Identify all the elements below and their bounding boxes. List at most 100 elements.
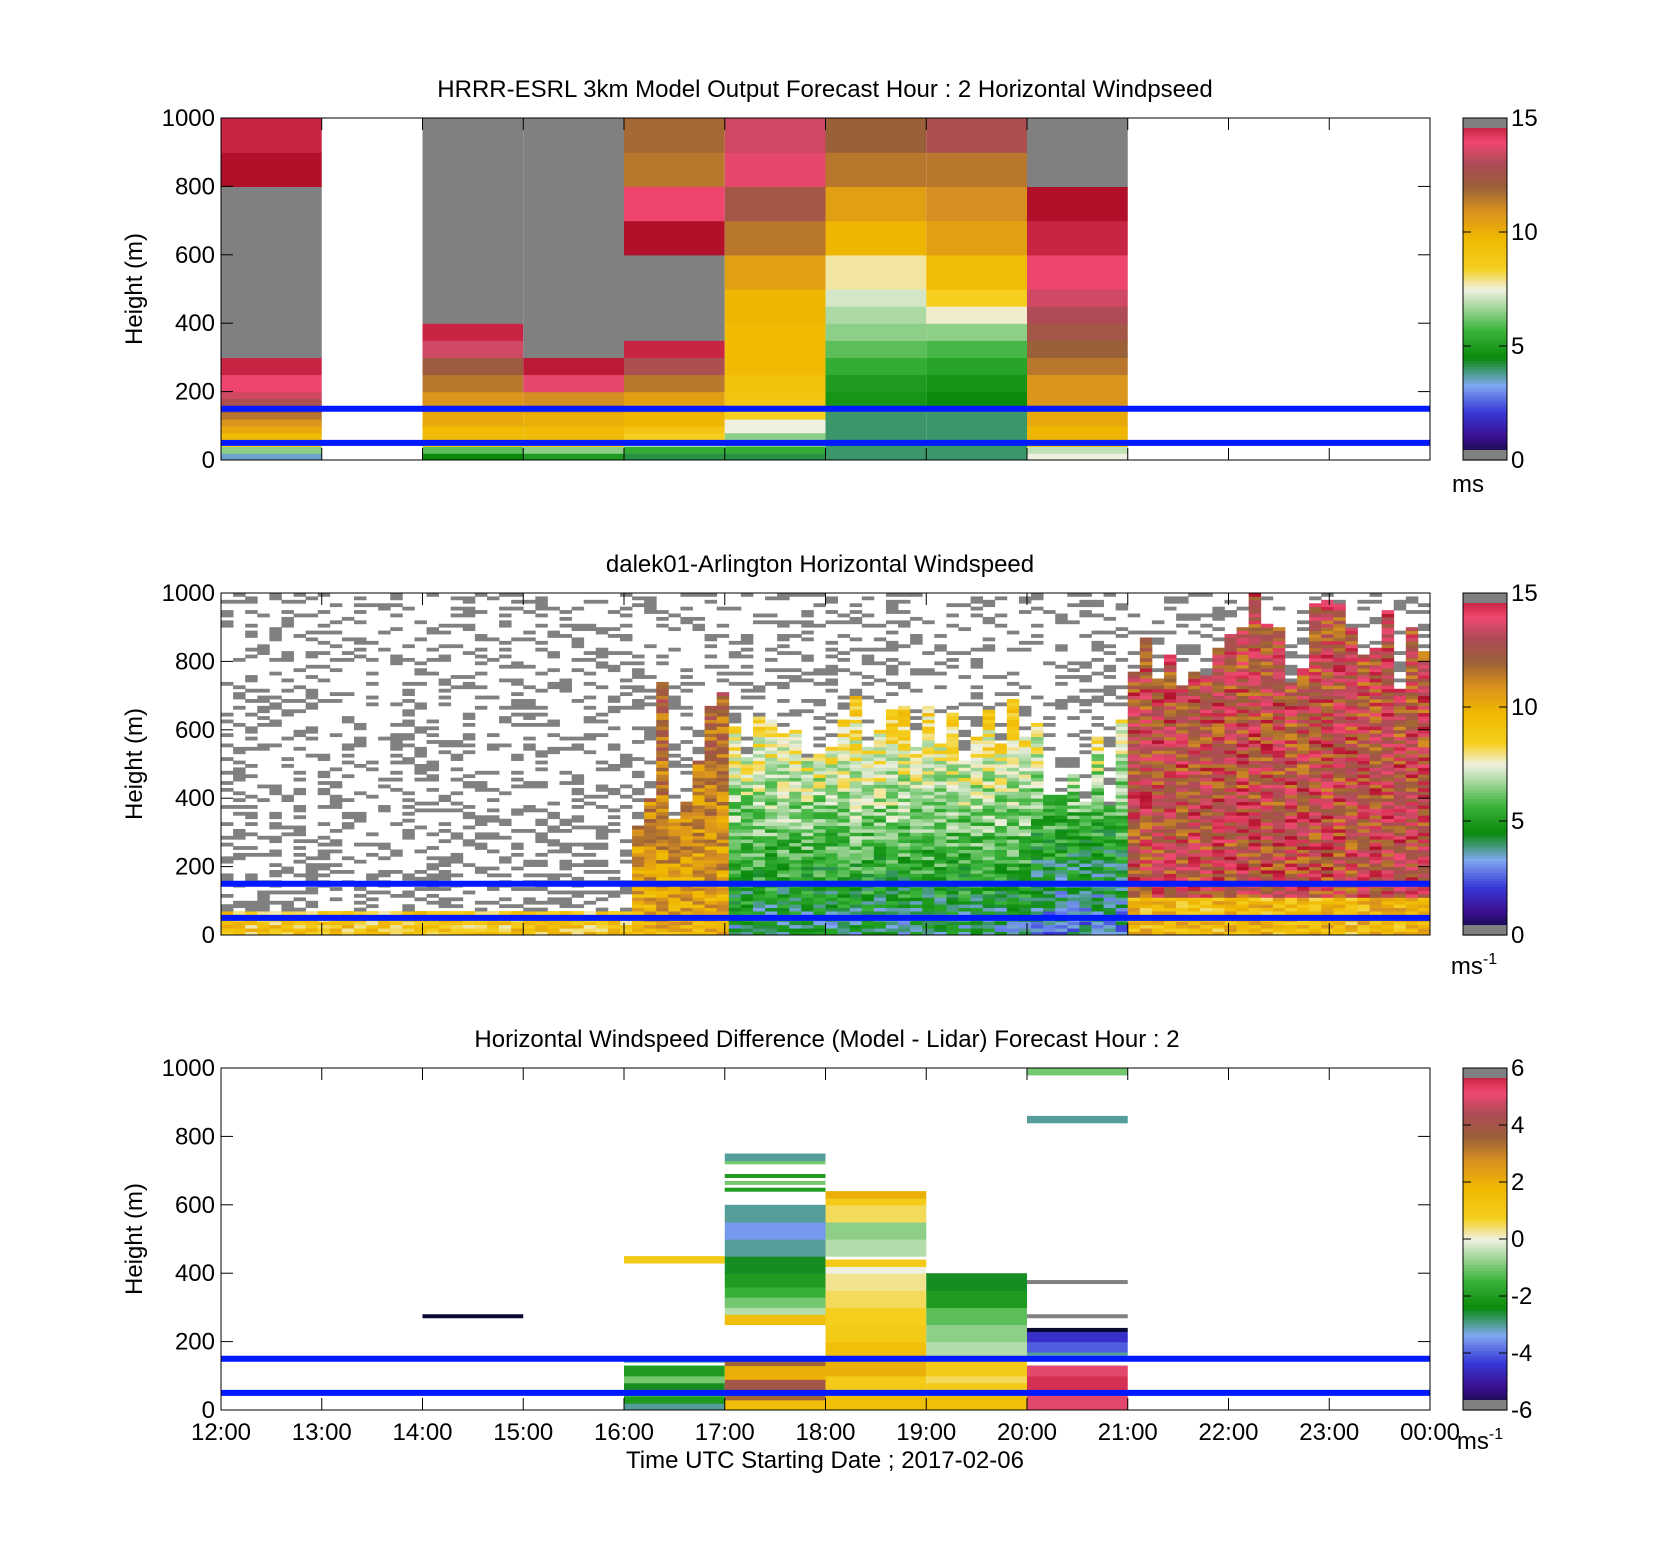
- heatmap-cell: [1115, 787, 1129, 792]
- heatmap-cell: [885, 842, 899, 847]
- heatmap-cell: [462, 613, 476, 618]
- heatmap-cell: [777, 712, 790, 717]
- heatmap-cell: [825, 856, 838, 861]
- heatmap-cell: [366, 695, 379, 700]
- heatmap-cell: [281, 616, 294, 621]
- heatmap-cell: [535, 603, 548, 608]
- heatmap-cell: [1127, 822, 1141, 826]
- heatmap-cell: [716, 757, 730, 761]
- heatmap-cell: [1055, 702, 1068, 707]
- heatmap-cell: [1188, 671, 1201, 676]
- heatmap-cell: [644, 815, 657, 820]
- heatmap-cell: [898, 849, 911, 854]
- heatmap-cell: [1188, 770, 1201, 775]
- heatmap-cell: [849, 849, 863, 854]
- heatmap-cell: [221, 412, 322, 420]
- heatmap-cell: [426, 647, 440, 652]
- heatmap-cell: [1127, 736, 1141, 741]
- heatmap-cell: [898, 781, 911, 785]
- heatmap-cell: [656, 770, 669, 775]
- heatmap-cell: [958, 873, 971, 878]
- heatmap-cell: [922, 907, 935, 912]
- heatmap-cell: [752, 835, 766, 840]
- heatmap-cell: [1164, 825, 1177, 830]
- heatmap-cell: [1127, 678, 1141, 683]
- heatmap-cell: [281, 798, 294, 803]
- heatmap-cell: [716, 764, 730, 768]
- heatmap-cell: [1164, 740, 1177, 744]
- heatmap-cell: [1127, 688, 1141, 693]
- heatmap-cell: [1091, 794, 1104, 799]
- heatmap-cell: [873, 805, 887, 809]
- heatmap-cell: [1236, 859, 1250, 864]
- heatmap-cell: [1212, 904, 1225, 909]
- heatmap-cell: [801, 657, 814, 662]
- heatmap-cell: [740, 664, 754, 669]
- heatmap-cell: [946, 876, 959, 881]
- colorbar-segment: [1463, 365, 1507, 370]
- heatmap-cell: [765, 900, 778, 905]
- heatmap-cell: [1164, 818, 1177, 823]
- heatmap-cell: [1236, 870, 1250, 874]
- heatmap-cell: [1164, 893, 1177, 898]
- heatmap-cell: [752, 740, 766, 744]
- heatmap-cell: [1151, 705, 1165, 710]
- heatmap-cell: [861, 623, 875, 628]
- heatmap-cell: [704, 716, 718, 720]
- heatmap-cell: [1176, 856, 1189, 861]
- heatmap-cell: [728, 681, 742, 686]
- heatmap-cell: [1043, 798, 1056, 803]
- heatmap-cell: [704, 634, 718, 638]
- heatmap-cell: [1139, 794, 1153, 799]
- heatmap-cell: [329, 842, 343, 847]
- heatmap-cell: [1139, 664, 1153, 669]
- heatmap-cell: [813, 791, 826, 796]
- heatmap-cell: [704, 893, 718, 898]
- heatmap-cell: [329, 794, 343, 799]
- heatmap-cell: [1031, 811, 1044, 816]
- heatmap-cell: [1188, 907, 1201, 912]
- heatmap-cell: [305, 729, 319, 734]
- heatmap-cell: [257, 921, 270, 926]
- heatmap-cell: [994, 911, 1008, 915]
- heatmap-cell: [728, 870, 742, 874]
- heatmap-cell: [1164, 661, 1177, 666]
- heatmap-cell: [656, 610, 669, 614]
- heatmap-cell: [402, 644, 415, 649]
- heatmap-cell: [982, 863, 996, 867]
- colorbar-segment: [1463, 243, 1507, 247]
- heatmap-cell: [233, 685, 246, 690]
- heatmap-cell: [656, 760, 669, 765]
- heatmap-cell: [716, 887, 730, 891]
- heatmap-cell: [728, 835, 742, 840]
- heatmap-cell: [426, 787, 440, 792]
- heatmap-cell: [293, 808, 307, 813]
- heatmap-cell: [885, 603, 899, 608]
- heatmap-cell: [825, 842, 838, 847]
- heatmap-cell: [873, 729, 887, 734]
- heatmap-cell: [1224, 811, 1237, 816]
- heatmap-cell: [1164, 688, 1177, 693]
- heatmap-cell: [535, 760, 548, 765]
- heatmap-cell: [1164, 716, 1177, 720]
- heatmap-cell: [281, 757, 294, 761]
- heatmap-cell: [704, 887, 718, 891]
- heatmap-cell: [656, 791, 669, 796]
- heatmap-cell: [245, 654, 258, 659]
- heatmap-cell: [680, 620, 693, 625]
- heatmap-cell: [1079, 688, 1092, 693]
- heatmap-cell: [813, 835, 826, 840]
- heatmap-cell: [789, 811, 802, 816]
- heatmap-cell: [958, 777, 971, 782]
- heatmap-cell: [885, 887, 899, 891]
- heatmap-cell: [861, 911, 875, 915]
- heatmap-cell: [535, 863, 548, 867]
- heatmap-cell: [849, 726, 863, 731]
- heatmap-cell: [1103, 866, 1117, 871]
- heatmap-cell: [680, 911, 693, 915]
- heatmap-cell: [970, 596, 984, 601]
- heatmap-cell: [1043, 832, 1056, 837]
- heatmap-cell: [1031, 746, 1044, 751]
- heatmap-cell: [1018, 846, 1032, 850]
- heatmap-cell: [716, 719, 730, 724]
